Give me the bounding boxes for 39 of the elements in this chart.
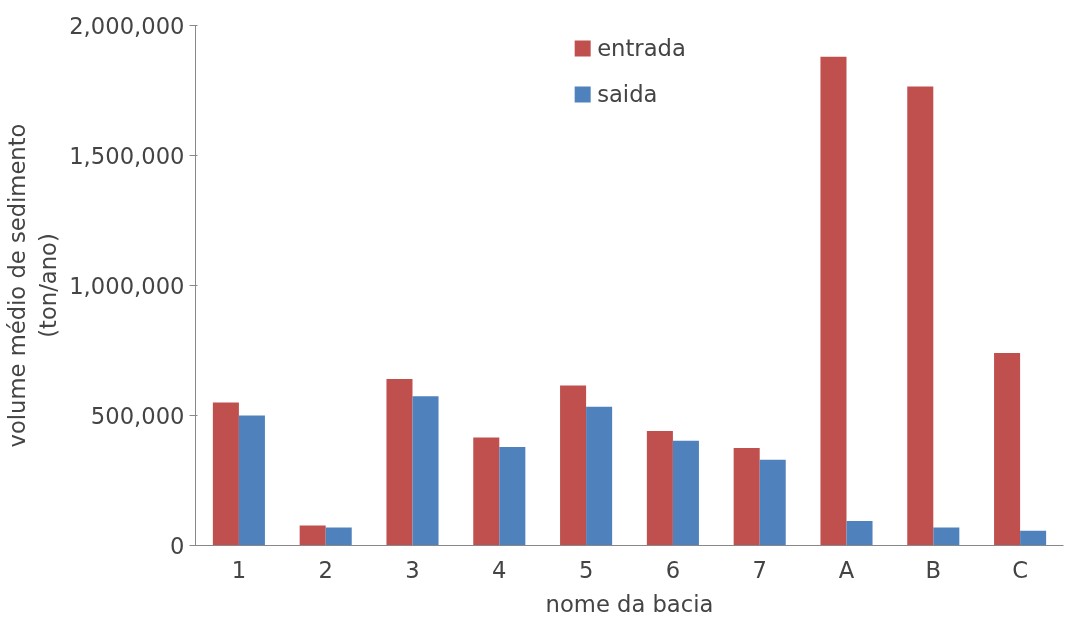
y-tick-label: 2,000,000 (69, 13, 185, 39)
y-tick-label: 1,000,000 (69, 273, 185, 299)
bar (299, 525, 326, 546)
x-tick-label: 2 (318, 556, 333, 583)
bar (212, 402, 239, 546)
bar (933, 527, 960, 546)
x-tick-label: 6 (665, 556, 681, 583)
legend-label: entrada (597, 35, 686, 61)
y-tick-label: 0 (170, 533, 185, 559)
bar (1020, 530, 1047, 546)
x-tick-label: 4 (492, 556, 507, 583)
bar (412, 396, 439, 546)
bar (386, 379, 413, 546)
y-tick-label: 1,500,000 (69, 143, 185, 169)
x-tick-label: 3 (405, 556, 420, 583)
bar (646, 431, 673, 546)
bar (846, 521, 873, 546)
x-tick-label: B (925, 556, 942, 583)
legend-label: saida (597, 81, 658, 107)
bar (560, 385, 587, 546)
bar (238, 415, 265, 546)
x-tick-label: 7 (752, 556, 767, 583)
bar (473, 437, 500, 546)
bar (586, 406, 613, 546)
bar (820, 56, 847, 546)
y-tick-label: 500,000 (90, 403, 185, 429)
y-axis-title: volume médio de sedimento (ton/ano) (3, 123, 62, 448)
bar (499, 446, 526, 546)
x-tick-label: 5 (578, 556, 594, 583)
bar (733, 448, 760, 546)
x-tick-label: A (838, 556, 855, 583)
x-tick-label: 1 (231, 556, 247, 583)
bar (672, 440, 699, 546)
x-axis-title: nome da bacia (545, 590, 714, 617)
bar (325, 527, 352, 546)
bar (994, 353, 1021, 546)
bar (907, 86, 934, 546)
x-tick-label: C (1012, 556, 1029, 583)
bar (759, 459, 786, 546)
